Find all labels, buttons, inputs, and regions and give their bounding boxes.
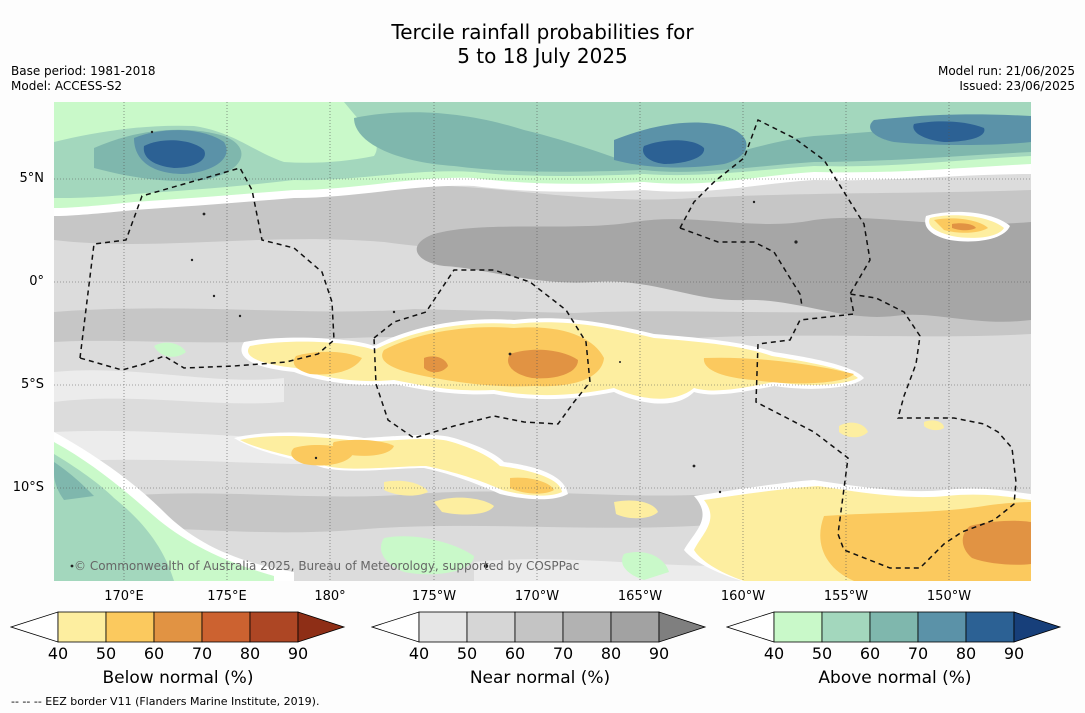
base-period: Base period: 1981-2018 bbox=[11, 64, 156, 78]
colorbar-title-below: Below normal (%) bbox=[102, 668, 254, 688]
colorbar-tick-label: 90 bbox=[1003, 644, 1025, 663]
colorbar-extend-low bbox=[726, 611, 775, 643]
colorbar-segment bbox=[249, 611, 299, 643]
colorbar-segment bbox=[514, 611, 564, 643]
colorbar-segment bbox=[153, 611, 203, 643]
colorbar-tick-label: 60 bbox=[859, 644, 881, 663]
colorbar-tick-label: 70 bbox=[907, 644, 929, 663]
colorbar-segment bbox=[821, 611, 871, 643]
model-run: Model run: 21/06/2025 bbox=[937, 64, 1075, 78]
lon-label-175e: 175°E bbox=[207, 589, 247, 604]
title-line-2: 5 to 18 July 2025 bbox=[457, 44, 628, 68]
colorbar-tick-label: 50 bbox=[456, 644, 478, 663]
lon-label-165w: 165°W bbox=[617, 589, 663, 604]
meta-left: Base period: 1981-2018 Model: ACCESS-S2 bbox=[11, 64, 156, 94]
colorbar-segment bbox=[105, 611, 155, 643]
lon-label-180: 180° bbox=[314, 589, 346, 604]
colorbar-segment bbox=[869, 611, 919, 643]
colorbar-title-above: Above normal (%) bbox=[818, 668, 972, 688]
colorbar-tick-label: 60 bbox=[143, 644, 165, 663]
below-normal-regions bbox=[234, 211, 1031, 581]
colorbar-segment bbox=[965, 611, 1015, 643]
colorbar-tick-label: 80 bbox=[239, 644, 261, 663]
lat-label-5s: 5°S bbox=[20, 377, 44, 392]
lat-label-0: 0° bbox=[29, 274, 44, 289]
colorbar-segment bbox=[57, 611, 107, 643]
colorbar-segment bbox=[418, 611, 468, 643]
eez-footnote: -- -- -- EEZ border V11 (Flanders Marine… bbox=[11, 695, 320, 708]
colorbar-tick-label: 80 bbox=[600, 644, 622, 663]
colorbar-tick-label: 50 bbox=[811, 644, 833, 663]
colorbar-segment bbox=[562, 611, 612, 643]
map-title: Tercile rainfall probabilities for 5 to … bbox=[0, 20, 1085, 68]
issued-date: Issued: 23/06/2025 bbox=[959, 79, 1075, 93]
colorbar-extend-low bbox=[371, 611, 420, 643]
island-markers bbox=[70, 130, 798, 569]
colorbar-below-normal bbox=[10, 611, 346, 643]
colorbar-tick-label: 70 bbox=[191, 644, 213, 663]
lon-label-160w: 160°W bbox=[720, 589, 766, 604]
colorbar-tick-label: 80 bbox=[955, 644, 977, 663]
rainfall-map: © Commonwealth of Australia 2025, Bureau… bbox=[54, 102, 1031, 581]
model-name: Model: ACCESS-S2 bbox=[11, 79, 123, 93]
colorbar-tick-label: 40 bbox=[408, 644, 430, 663]
near-normal-dark bbox=[416, 217, 1031, 322]
copyright-text: © Commonwealth of Australia 2025, Bureau… bbox=[74, 559, 579, 573]
lon-label-170e: 170°E bbox=[104, 589, 144, 604]
colorbar-tick-label: 50 bbox=[95, 644, 117, 663]
colorbar-tick-label: 40 bbox=[763, 644, 785, 663]
map-gridlines bbox=[54, 102, 1031, 581]
lon-label-175w: 175°W bbox=[411, 589, 457, 604]
colorbar-near-normal bbox=[371, 611, 707, 643]
colorbar-extend-high bbox=[1013, 611, 1062, 643]
lon-label-150w: 150°W bbox=[926, 589, 972, 604]
colorbar-tick-label: 70 bbox=[552, 644, 574, 663]
colorbar-title-near: Near normal (%) bbox=[469, 668, 611, 688]
colorbar-segment bbox=[610, 611, 660, 643]
title-line-1: Tercile rainfall probabilities for bbox=[391, 20, 694, 44]
lat-label-10s: 10°S bbox=[12, 480, 44, 495]
above-normal-north bbox=[54, 102, 1031, 216]
lat-label-5n: 5°N bbox=[19, 171, 45, 186]
colorbar-extend-high bbox=[658, 611, 707, 643]
above-normal-south bbox=[54, 342, 669, 581]
colorbar-segment bbox=[201, 611, 251, 643]
colorbar-extend-high bbox=[297, 611, 346, 643]
colorbar-segment bbox=[773, 611, 823, 643]
colorbar-extend-low bbox=[10, 611, 59, 643]
colorbar-tick-label: 90 bbox=[287, 644, 309, 663]
colorbar-above-normal bbox=[726, 611, 1062, 643]
colorbar-tick-label: 60 bbox=[504, 644, 526, 663]
colorbar-segment bbox=[466, 611, 516, 643]
lon-label-155w: 155°W bbox=[823, 589, 869, 604]
eez-borders bbox=[79, 118, 1017, 569]
meta-right: Model run: 21/06/2025 Issued: 23/06/2025 bbox=[938, 64, 1075, 94]
lon-label-170w: 170°W bbox=[514, 589, 560, 604]
colorbar-tick-label: 40 bbox=[47, 644, 69, 663]
colorbar-segment bbox=[917, 611, 967, 643]
colorbar-tick-label: 90 bbox=[648, 644, 670, 663]
